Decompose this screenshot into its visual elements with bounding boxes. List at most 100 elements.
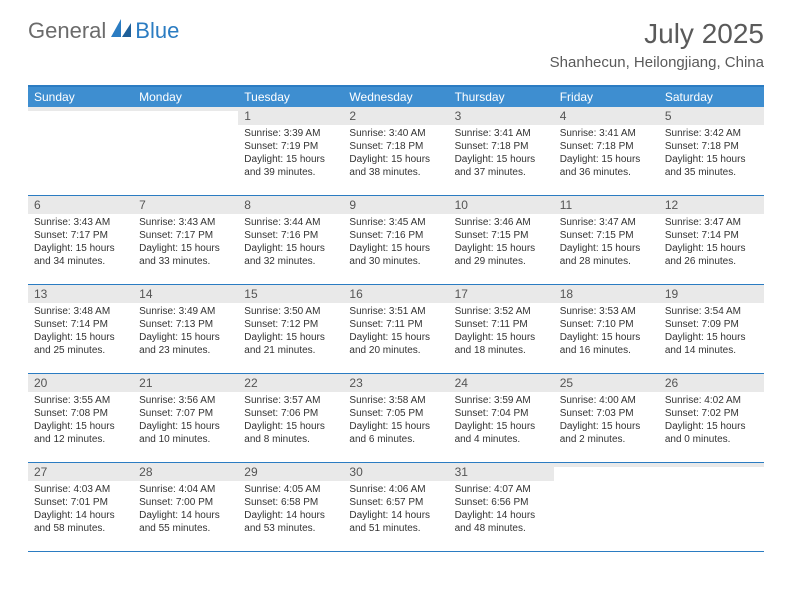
day-daylight1: Daylight: 15 hours [560,331,653,344]
day-daylight1: Daylight: 15 hours [349,153,442,166]
day-daylight2: and 6 minutes. [349,433,442,446]
calendar-day: 9Sunrise: 3:45 AMSunset: 7:16 PMDaylight… [343,196,448,284]
day-sunset: Sunset: 7:10 PM [560,318,653,331]
day-daylight1: Daylight: 15 hours [665,153,758,166]
day-sunset: Sunset: 7:05 PM [349,407,442,420]
day-body: Sunrise: 3:39 AMSunset: 7:19 PMDaylight:… [238,125,343,179]
calendar-day: 19Sunrise: 3:54 AMSunset: 7:09 PMDayligh… [659,285,764,373]
day-sunset: Sunset: 7:18 PM [665,140,758,153]
day-body: Sunrise: 3:49 AMSunset: 7:13 PMDaylight:… [133,303,238,357]
calendar-week: 6Sunrise: 3:43 AMSunset: 7:17 PMDaylight… [28,196,764,285]
day-sunset: Sunset: 7:14 PM [665,229,758,242]
day-daylight2: and 2 minutes. [560,433,653,446]
calendar-day: 18Sunrise: 3:53 AMSunset: 7:10 PMDayligh… [554,285,659,373]
day-body: Sunrise: 4:03 AMSunset: 7:01 PMDaylight:… [28,481,133,535]
day-daylight1: Daylight: 15 hours [560,242,653,255]
day-number: 13 [28,285,133,303]
weekday-header: Monday [133,87,238,107]
day-number: 10 [449,196,554,214]
day-daylight1: Daylight: 15 hours [139,242,232,255]
day-daylight2: and 37 minutes. [455,166,548,179]
day-daylight1: Daylight: 15 hours [665,242,758,255]
brand-part1: General [28,18,106,44]
day-sunrise: Sunrise: 3:56 AM [139,394,232,407]
day-number: 22 [238,374,343,392]
brand-logo: General Blue [28,18,179,44]
calendar-day [659,463,764,551]
day-sunrise: Sunrise: 3:47 AM [560,216,653,229]
location-label: Shanhecun, Heilongjiang, China [550,54,764,71]
day-number: 19 [659,285,764,303]
day-number: 31 [449,463,554,481]
day-number: 4 [554,107,659,125]
day-daylight2: and 26 minutes. [665,255,758,268]
day-sunrise: Sunrise: 3:43 AM [34,216,127,229]
day-sunrise: Sunrise: 4:02 AM [665,394,758,407]
weekday-header: Wednesday [343,87,448,107]
day-daylight2: and 30 minutes. [349,255,442,268]
day-body: Sunrise: 3:51 AMSunset: 7:11 PMDaylight:… [343,303,448,357]
day-number: 16 [343,285,448,303]
day-sunset: Sunset: 7:15 PM [455,229,548,242]
day-daylight2: and 53 minutes. [244,522,337,535]
day-number: 12 [659,196,764,214]
day-body: Sunrise: 3:56 AMSunset: 7:07 PMDaylight:… [133,392,238,446]
day-sunset: Sunset: 7:02 PM [665,407,758,420]
day-sunrise: Sunrise: 3:47 AM [665,216,758,229]
day-number [28,107,133,111]
day-sunrise: Sunrise: 3:41 AM [560,127,653,140]
day-sunrise: Sunrise: 3:57 AM [244,394,337,407]
day-daylight1: Daylight: 15 hours [349,420,442,433]
day-sunrise: Sunrise: 3:49 AM [139,305,232,318]
day-sunrise: Sunrise: 3:51 AM [349,305,442,318]
day-daylight1: Daylight: 15 hours [139,331,232,344]
day-daylight2: and 14 minutes. [665,344,758,357]
day-daylight1: Daylight: 15 hours [455,331,548,344]
weekday-header: Tuesday [238,87,343,107]
day-body: Sunrise: 3:43 AMSunset: 7:17 PMDaylight:… [28,214,133,268]
calendar-day: 3Sunrise: 3:41 AMSunset: 7:18 PMDaylight… [449,107,554,195]
weekday-header: Sunday [28,87,133,107]
day-sunrise: Sunrise: 3:43 AM [139,216,232,229]
day-number: 27 [28,463,133,481]
day-sunrise: Sunrise: 3:39 AM [244,127,337,140]
day-body: Sunrise: 3:43 AMSunset: 7:17 PMDaylight:… [133,214,238,268]
day-body: Sunrise: 3:42 AMSunset: 7:18 PMDaylight:… [659,125,764,179]
day-daylight2: and 38 minutes. [349,166,442,179]
day-body: Sunrise: 3:53 AMSunset: 7:10 PMDaylight:… [554,303,659,357]
day-sunset: Sunset: 7:15 PM [560,229,653,242]
day-body: Sunrise: 3:50 AMSunset: 7:12 PMDaylight:… [238,303,343,357]
day-number: 2 [343,107,448,125]
day-daylight1: Daylight: 15 hours [34,242,127,255]
day-body: Sunrise: 4:02 AMSunset: 7:02 PMDaylight:… [659,392,764,446]
weekday-header: Thursday [449,87,554,107]
calendar-day: 15Sunrise: 3:50 AMSunset: 7:12 PMDayligh… [238,285,343,373]
day-number: 26 [659,374,764,392]
day-sunset: Sunset: 7:17 PM [139,229,232,242]
day-sunrise: Sunrise: 3:55 AM [34,394,127,407]
day-daylight1: Daylight: 14 hours [244,509,337,522]
day-daylight1: Daylight: 15 hours [560,420,653,433]
sail-icon [111,19,133,44]
calendar-day: 14Sunrise: 3:49 AMSunset: 7:13 PMDayligh… [133,285,238,373]
day-daylight1: Daylight: 15 hours [244,420,337,433]
day-body: Sunrise: 3:41 AMSunset: 7:18 PMDaylight:… [554,125,659,179]
day-sunset: Sunset: 7:11 PM [455,318,548,331]
day-sunrise: Sunrise: 3:42 AM [665,127,758,140]
day-sunset: Sunset: 6:58 PM [244,496,337,509]
day-daylight1: Daylight: 15 hours [665,331,758,344]
day-sunset: Sunset: 7:16 PM [349,229,442,242]
day-daylight2: and 35 minutes. [665,166,758,179]
day-daylight1: Daylight: 15 hours [455,420,548,433]
day-body: Sunrise: 4:04 AMSunset: 7:00 PMDaylight:… [133,481,238,535]
day-body: Sunrise: 3:40 AMSunset: 7:18 PMDaylight:… [343,125,448,179]
day-daylight1: Daylight: 15 hours [34,420,127,433]
title-block: July 2025 Shanhecun, Heilongjiang, China [550,18,764,71]
day-daylight2: and 16 minutes. [560,344,653,357]
day-number: 6 [28,196,133,214]
calendar-day: 7Sunrise: 3:43 AMSunset: 7:17 PMDaylight… [133,196,238,284]
day-daylight2: and 28 minutes. [560,255,653,268]
calendar: Sunday Monday Tuesday Wednesday Thursday… [28,85,764,552]
day-sunrise: Sunrise: 3:46 AM [455,216,548,229]
day-daylight1: Daylight: 15 hours [244,153,337,166]
